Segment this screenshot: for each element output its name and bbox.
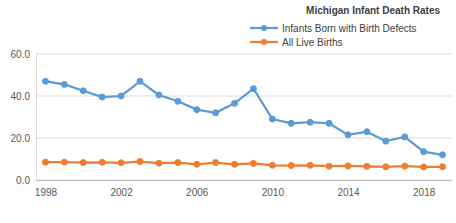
series-marker (250, 86, 256, 92)
series-marker (99, 159, 105, 165)
y-axis: 0.0 20.0 40.0 60.0 (11, 49, 37, 186)
legend: Infants Born with Birth Defects All Live … (250, 23, 417, 48)
series-marker (440, 152, 446, 158)
series-marker (326, 120, 332, 126)
series-marker (440, 164, 446, 170)
legend-marker (261, 25, 267, 31)
y-tick-label: 20.0 (11, 133, 31, 144)
legend-marker (261, 39, 267, 45)
x-tick: 2014 (337, 180, 360, 198)
x-tick-label: 2006 (186, 187, 209, 198)
series-marker (307, 162, 313, 168)
x-tick-label: 2010 (262, 187, 285, 198)
series-marker (288, 120, 294, 126)
series-marker (326, 163, 332, 169)
series-marker (194, 107, 200, 113)
x-tick-label: 2002 (110, 187, 133, 198)
series-marker (345, 163, 351, 169)
x-tick-label: 2014 (337, 187, 360, 198)
series-marker (175, 160, 181, 166)
grid-line (36, 54, 452, 55)
y-tick: 60.0 (11, 49, 36, 60)
plot-area: 0.0 20.0 40.0 60.0 1998 2002 2006 2010 2014 2018 (11, 49, 453, 198)
x-axis: 1998 2002 2006 2010 2014 2018 (35, 180, 453, 198)
series-marker (61, 81, 67, 87)
series-marker (156, 92, 162, 98)
series-marker (269, 116, 275, 122)
x-tick-label: 1998 (35, 187, 58, 198)
x-tick-label: 2018 (413, 187, 436, 198)
series-marker (232, 100, 238, 106)
series-marker (421, 149, 427, 155)
series-marker (364, 163, 370, 169)
series-marker (383, 164, 389, 170)
series-marker (402, 134, 408, 140)
series-marker (80, 88, 86, 94)
y-tick-label: 60.0 (11, 49, 31, 60)
y-tick-label: 40.0 (11, 91, 31, 102)
x-axis-line (37, 180, 453, 181)
grid-line (36, 138, 452, 139)
grid (36, 54, 452, 180)
series-marker (288, 163, 294, 169)
y-tick-label: 0.0 (16, 175, 30, 186)
chart-title: Michigan Infant Death Rates (306, 5, 440, 16)
series-marker (80, 160, 86, 166)
y-tick: 40.0 (11, 91, 36, 102)
series-marker (156, 160, 162, 166)
series-marker (383, 138, 389, 144)
series-line (45, 81, 442, 155)
x-tick: 2006 (186, 180, 209, 198)
series-marker (421, 164, 427, 170)
series-group (42, 78, 445, 170)
series-marker (61, 159, 67, 165)
legend-label: All Live Births (282, 37, 343, 48)
series-marker (137, 78, 143, 84)
grid-line (36, 180, 452, 181)
series-marker (232, 161, 238, 167)
series-marker (42, 159, 48, 165)
series-marker (213, 110, 219, 116)
series-marker (99, 94, 105, 100)
series-marker (307, 119, 313, 125)
series-marker (42, 78, 48, 84)
series-marker (194, 161, 200, 167)
y-tick: 0.0 (16, 175, 36, 186)
series-marker (402, 163, 408, 169)
series-marker (175, 98, 181, 104)
chart: 0.0 20.0 40.0 60.0 1998 2002 2006 2010 2014 2018 M… (0, 0, 456, 223)
legend-label: Infants Born with Birth Defects (282, 23, 417, 34)
y-axis-line (36, 55, 37, 181)
y-tick: 20.0 (11, 133, 36, 144)
series-marker (118, 160, 124, 166)
series-marker (213, 160, 219, 166)
series-marker (364, 129, 370, 135)
series-marker (269, 162, 275, 168)
series-marker (137, 159, 143, 165)
x-tick: 1998 (35, 180, 58, 198)
series-marker (250, 160, 256, 166)
x-tick: 2002 (110, 180, 133, 198)
series-marker (118, 93, 124, 99)
x-tick: 2010 (262, 180, 285, 198)
series-marker (345, 132, 351, 138)
x-tick: 2018 (413, 180, 436, 198)
